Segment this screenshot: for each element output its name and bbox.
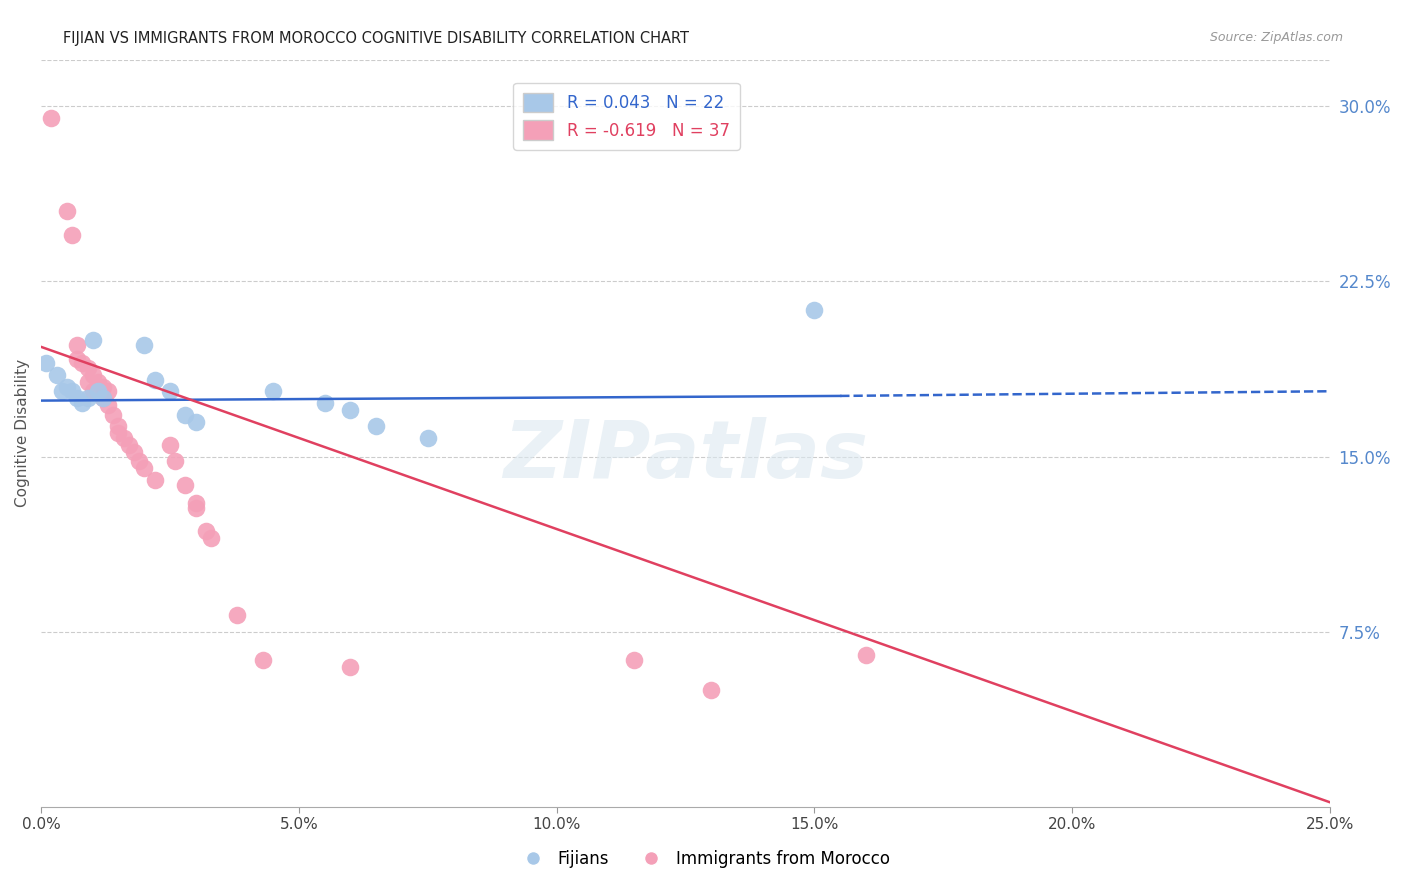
Point <box>56 204 79 219</box>
Point <box>97 398 120 412</box>
Point <box>195 524 218 539</box>
Point <box>128 454 150 468</box>
Point <box>91 391 114 405</box>
Y-axis label: Cognitive Disability: Cognitive Disability <box>15 359 30 508</box>
Point <box>366 419 388 434</box>
Point <box>107 426 129 441</box>
Point <box>262 384 284 399</box>
Point <box>87 384 110 399</box>
Point <box>118 438 141 452</box>
Point <box>134 337 156 351</box>
Point <box>159 438 181 452</box>
Point <box>72 396 94 410</box>
Point <box>252 653 274 667</box>
Point <box>855 648 877 662</box>
Point <box>91 391 114 405</box>
Point <box>66 351 89 366</box>
Point <box>56 379 79 393</box>
Point <box>103 408 125 422</box>
Text: FIJIAN VS IMMIGRANTS FROM MOROCCO COGNITIVE DISABILITY CORRELATION CHART: FIJIAN VS IMMIGRANTS FROM MOROCCO COGNIT… <box>63 31 689 46</box>
Point <box>339 660 361 674</box>
Point <box>184 501 207 516</box>
Point <box>97 384 120 399</box>
Point <box>91 379 114 393</box>
Legend: Fijians, Immigrants from Morocco: Fijians, Immigrants from Morocco <box>509 844 897 875</box>
Point <box>159 384 181 399</box>
Point <box>35 356 58 370</box>
Point <box>82 333 104 347</box>
Point <box>623 653 645 667</box>
Point <box>41 111 63 125</box>
Point <box>87 375 110 389</box>
Point <box>66 391 89 405</box>
Point <box>76 360 98 375</box>
Point <box>82 368 104 382</box>
Point <box>72 356 94 370</box>
Point <box>60 384 83 399</box>
Text: ZIPatlas: ZIPatlas <box>503 417 868 495</box>
Point <box>226 608 249 623</box>
Text: Source: ZipAtlas.com: Source: ZipAtlas.com <box>1209 31 1343 45</box>
Point <box>122 445 145 459</box>
Point <box>803 302 825 317</box>
Point <box>76 375 98 389</box>
Point <box>184 415 207 429</box>
Point <box>45 368 67 382</box>
Point <box>416 431 439 445</box>
Legend: R = 0.043   N = 22, R = -0.619   N = 37: R = 0.043 N = 22, R = -0.619 N = 37 <box>513 83 740 150</box>
Point <box>66 337 89 351</box>
Point <box>143 373 166 387</box>
Point <box>107 419 129 434</box>
Point <box>51 384 73 399</box>
Point <box>82 384 104 399</box>
Point <box>165 454 187 468</box>
Point <box>134 461 156 475</box>
Point <box>174 408 197 422</box>
Point <box>314 396 336 410</box>
Point <box>174 477 197 491</box>
Point <box>184 496 207 510</box>
Point <box>700 683 723 698</box>
Point <box>60 227 83 242</box>
Point <box>112 431 135 445</box>
Point <box>339 403 361 417</box>
Point <box>76 391 98 405</box>
Point <box>200 532 222 546</box>
Point <box>143 473 166 487</box>
